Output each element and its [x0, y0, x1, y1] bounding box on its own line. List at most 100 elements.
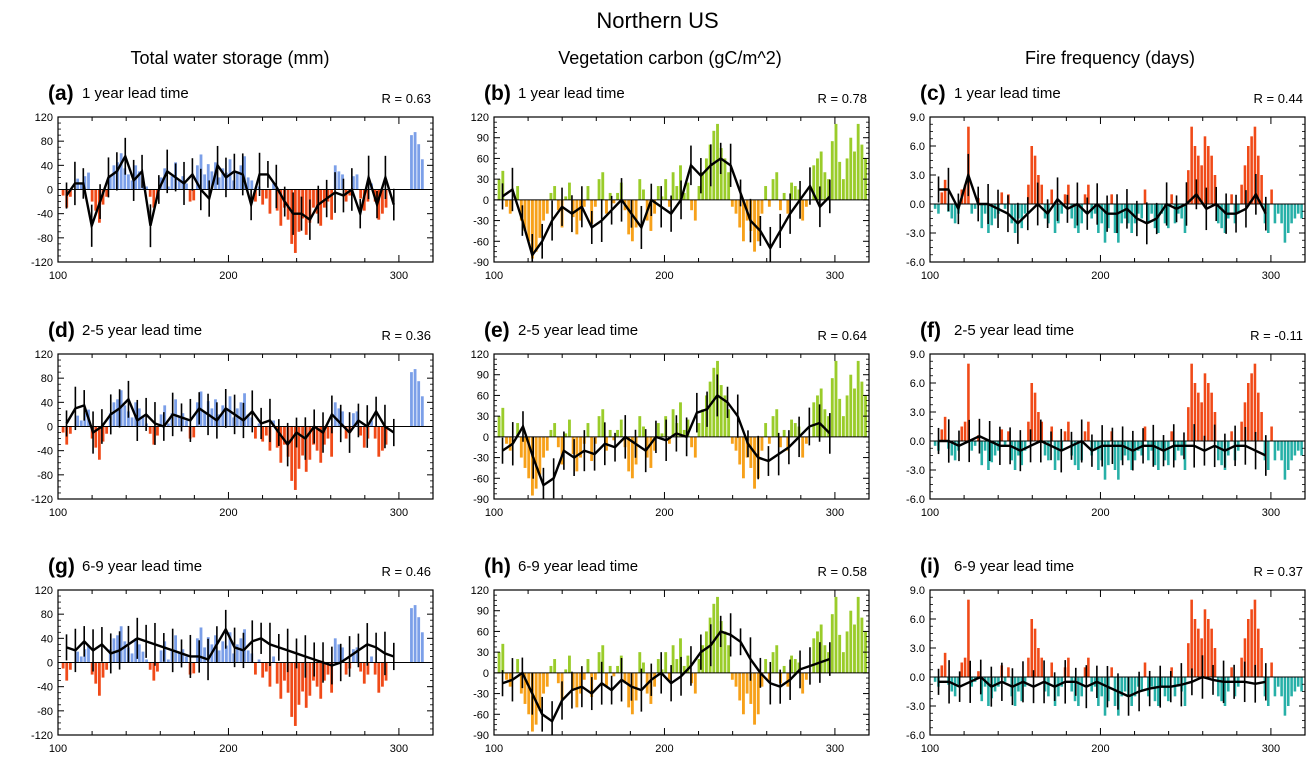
- x-tick-label: 200: [1091, 507, 1109, 519]
- bar: [1283, 441, 1287, 480]
- bar: [827, 416, 830, 437]
- bar: [90, 662, 94, 675]
- bar: [834, 123, 838, 200]
- y-tick-label: -120: [31, 730, 53, 742]
- bar: [275, 189, 279, 211]
- y-tick-label: 30: [477, 411, 489, 423]
- bar: [667, 199, 671, 207]
- bar: [1170, 431, 1173, 441]
- bar: [756, 672, 760, 715]
- bar: [823, 409, 827, 437]
- bar: [853, 388, 856, 437]
- bar: [630, 199, 634, 242]
- bar: [304, 426, 308, 472]
- bar: [1203, 609, 1207, 677]
- bar: [283, 662, 286, 681]
- bar: [1256, 392, 1260, 441]
- bar: [319, 662, 323, 699]
- bar: [330, 426, 334, 457]
- bar: [243, 629, 246, 663]
- bar: [1276, 441, 1280, 451]
- bar: [634, 672, 638, 701]
- bar: [130, 417, 134, 427]
- bar: [1290, 677, 1293, 697]
- bar: [775, 409, 779, 437]
- column-title-fire: Fire frequency (days): [1024, 48, 1196, 68]
- bar: [1270, 662, 1273, 677]
- bar: [301, 662, 304, 692]
- bar: [1083, 194, 1087, 204]
- bar: [980, 204, 984, 229]
- prediction-line: [501, 393, 831, 488]
- bar: [767, 672, 771, 680]
- bar: [366, 662, 370, 675]
- bar: [359, 662, 363, 672]
- bar: [656, 186, 660, 200]
- bar: [827, 652, 830, 673]
- bar: [671, 645, 675, 673]
- bar: [937, 204, 940, 214]
- y-tick-label: -3.0: [906, 465, 925, 477]
- bar: [642, 662, 645, 673]
- bar: [853, 151, 856, 200]
- bar: [967, 363, 970, 441]
- bar: [1223, 204, 1227, 233]
- bar: [235, 644, 239, 663]
- bar: [1013, 204, 1017, 233]
- bar: [819, 151, 823, 200]
- bar: [953, 204, 957, 224]
- bar: [782, 192, 786, 200]
- bar: [701, 409, 705, 437]
- bar: [1020, 677, 1024, 702]
- bar: [980, 677, 984, 702]
- bar: [556, 199, 560, 211]
- bar: [1220, 441, 1223, 466]
- panel-subtitle: 6-9 year lead time: [518, 558, 638, 575]
- y-tick-label: -80: [37, 470, 53, 482]
- x-tick-label: 300: [390, 270, 408, 282]
- bar: [1000, 192, 1004, 204]
- bar: [192, 662, 196, 674]
- bar: [195, 165, 199, 190]
- bar: [348, 189, 352, 196]
- bar: [330, 189, 334, 220]
- bar: [1243, 402, 1247, 441]
- bar: [283, 426, 286, 445]
- bar: [786, 436, 790, 451]
- bar: [849, 374, 853, 437]
- bar: [254, 189, 257, 202]
- bar: [590, 436, 594, 462]
- bar: [221, 641, 225, 663]
- bar: [1270, 189, 1273, 204]
- bar: [1123, 677, 1127, 692]
- bar: [990, 204, 994, 226]
- bar: [782, 429, 786, 437]
- bar: [940, 192, 944, 204]
- bar: [304, 662, 308, 708]
- bar: [384, 426, 388, 445]
- bar: [1190, 599, 1193, 677]
- bar: [417, 144, 421, 190]
- bar: [319, 189, 323, 226]
- bar: [94, 426, 98, 448]
- bar: [359, 426, 363, 436]
- bar: [156, 426, 159, 436]
- bar: [159, 414, 163, 427]
- bar: [793, 186, 797, 200]
- bar: [293, 426, 297, 490]
- bar: [1027, 421, 1030, 441]
- y-tick-label: 90: [477, 370, 489, 382]
- bar: [970, 441, 974, 451]
- bar: [101, 662, 105, 678]
- y-tick-label: 120: [35, 585, 53, 597]
- bar: [322, 662, 326, 681]
- bar: [105, 662, 109, 670]
- bar: [1296, 441, 1300, 451]
- bar: [410, 372, 413, 427]
- bar: [727, 645, 731, 673]
- bar: [68, 662, 72, 670]
- bar: [697, 186, 701, 200]
- panel-letter: (h): [484, 555, 511, 578]
- bar: [1020, 441, 1024, 466]
- bar: [1107, 441, 1110, 466]
